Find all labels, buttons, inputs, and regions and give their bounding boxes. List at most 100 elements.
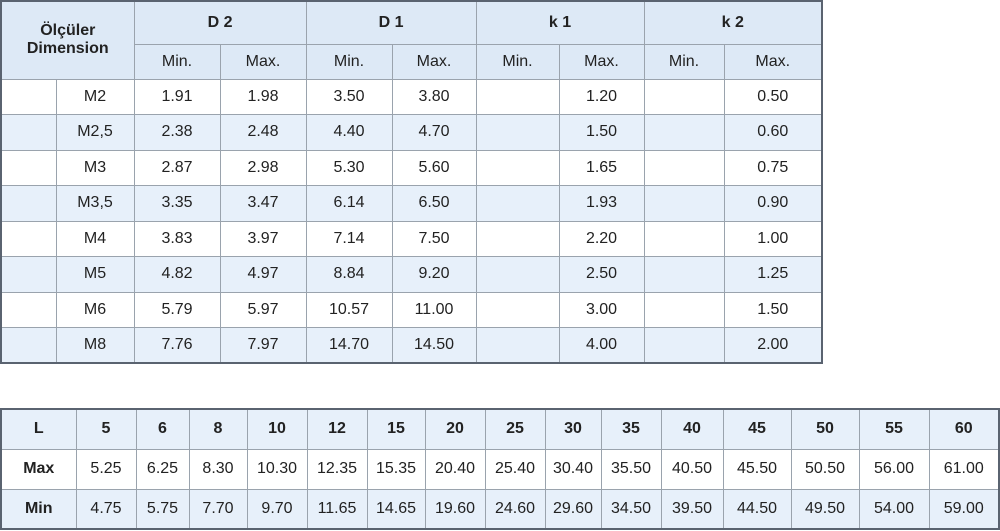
- value-cell-text: 9.70: [261, 499, 293, 517]
- value-cell: 1.50: [723, 291, 823, 328]
- value-cell-text: 11.65: [317, 499, 357, 517]
- value-cell: 50.50: [790, 448, 860, 490]
- value-cell-text: 34.50: [610, 499, 652, 517]
- value-cell: 29.60: [544, 488, 602, 530]
- length-header-text: 12: [328, 420, 346, 438]
- value-cell-text: 1.00: [757, 229, 789, 247]
- value-cell-text: 49.50: [804, 499, 846, 517]
- blank-cell: [475, 114, 560, 151]
- size-cell-text: M4: [83, 229, 107, 247]
- size-cell: M3,5: [55, 185, 135, 222]
- value-cell-text: 35.50: [610, 460, 652, 477]
- row-label: L: [0, 408, 77, 450]
- value-cell-text: 2.87: [161, 158, 193, 176]
- value-cell-text: 3.80: [418, 87, 450, 105]
- value-cell-text: 54.00: [873, 499, 915, 517]
- subheader: Min.: [475, 43, 560, 80]
- value-cell: 9.70: [246, 488, 308, 530]
- value-cell-text: 45.50: [736, 460, 778, 477]
- value-cell: 56.00: [858, 448, 930, 490]
- subheader-text: Max.: [584, 52, 619, 70]
- blank-cell: [643, 114, 725, 151]
- size-cell: M3: [55, 149, 135, 186]
- value-cell-text: 5.97: [247, 300, 279, 318]
- value-cell-text: 5.30: [333, 158, 365, 176]
- length-header: 6: [135, 408, 190, 450]
- value-cell: 54.00: [858, 488, 930, 530]
- subheader: Min.: [305, 43, 393, 80]
- value-cell: 45.50: [722, 448, 792, 490]
- length-header: 30: [544, 408, 602, 450]
- value-cell-text: 19.60: [434, 499, 476, 517]
- group-header-text: D 1: [378, 13, 404, 31]
- length-header: 8: [188, 408, 248, 450]
- value-cell: 5.60: [391, 149, 477, 186]
- length-header: 35: [600, 408, 662, 450]
- value-cell: 7.50: [391, 220, 477, 257]
- value-cell-text: 2.38: [161, 123, 193, 141]
- value-cell: 0.90: [723, 185, 823, 222]
- size-cell-text: M6: [83, 300, 107, 318]
- length-header: 10: [246, 408, 308, 450]
- blank-cell: [0, 78, 57, 115]
- value-cell-text: 3.50: [333, 87, 365, 105]
- length-header: 12: [306, 408, 368, 450]
- value-cell: 7.76: [133, 327, 221, 364]
- blank-cell: [0, 185, 57, 222]
- value-cell: 6.14: [305, 185, 393, 222]
- value-cell-text: 4.00: [585, 336, 618, 353]
- length-header: 25: [484, 408, 546, 450]
- value-cell: 14.65: [366, 488, 426, 530]
- subheader-text: Min.: [161, 52, 193, 70]
- length-header-text: 50: [816, 420, 834, 438]
- length-header-text: 5: [101, 420, 111, 438]
- value-cell: 5.97: [219, 291, 307, 328]
- row-label-text: L: [33, 420, 44, 438]
- group-header: k 2: [643, 0, 823, 45]
- value-cell: 2.98: [219, 149, 307, 186]
- value-cell: 0.50: [723, 78, 823, 115]
- row-label: Max: [0, 448, 77, 490]
- subheader-text: Max.: [755, 52, 791, 70]
- length-header: 20: [424, 408, 486, 450]
- blank-cell: [0, 256, 57, 293]
- value-cell-text: 7.76: [161, 336, 193, 353]
- value-cell: 7.14: [305, 220, 393, 257]
- data-row: M5 4.82 4.97 8.84 9.20 2.50 1.25: [0, 256, 823, 293]
- value-cell: 25.40: [484, 448, 546, 490]
- value-cell-text: 14.65: [375, 499, 417, 517]
- blank-cell: [643, 220, 725, 257]
- value-cell: 5.30: [305, 149, 393, 186]
- subheader-row: Min. Max. Min. Max. Min. Max. Min. Max.: [1, 43, 823, 80]
- group-header: D 1: [305, 0, 477, 45]
- blank-cell: [475, 78, 560, 115]
- value-cell-text: 3.00: [585, 300, 618, 318]
- blank-cell: [643, 185, 725, 222]
- value-cell: 44.50: [722, 488, 792, 530]
- value-cell-text: 4.97: [247, 265, 279, 283]
- value-cell: 10.30: [246, 448, 308, 490]
- value-cell: 1.00: [723, 220, 823, 257]
- size-cell-text: M3,5: [77, 194, 113, 212]
- size-cell-text: M3: [83, 158, 107, 176]
- blank-cell: [0, 220, 57, 257]
- value-cell-text: 3.35: [161, 194, 193, 212]
- data-row: M4 3.83 3.97 7.14 7.50 2.20 1.00: [0, 220, 823, 257]
- length-header-text: 60: [954, 420, 973, 438]
- length-header: 50: [790, 408, 860, 450]
- value-cell: 3.50: [305, 78, 393, 115]
- value-cell: 1.25: [723, 256, 823, 293]
- length-row: Max 5.25 6.25 8.30 10.30 12.35 15.35 20.40 25.40…: [0, 448, 1000, 490]
- length-row: L 5 6 8 10 12 15 20 25 30 35 40 45 50 55 60: [0, 408, 1000, 450]
- data-row: M2,5 2.38 2.48 4.40 4.70 1.50 0.60: [0, 114, 823, 151]
- value-cell-text: 24.60: [494, 499, 536, 517]
- value-cell-text: 5.60: [418, 158, 450, 176]
- value-cell: 7.97: [219, 327, 307, 364]
- value-cell: 2.00: [723, 327, 823, 364]
- size-cell-text: M2: [83, 87, 107, 105]
- value-cell: 3.47: [219, 185, 307, 222]
- value-cell-text: 14.50: [413, 336, 455, 353]
- length-header-text: 25: [506, 420, 524, 438]
- value-cell: 2.87: [133, 149, 221, 186]
